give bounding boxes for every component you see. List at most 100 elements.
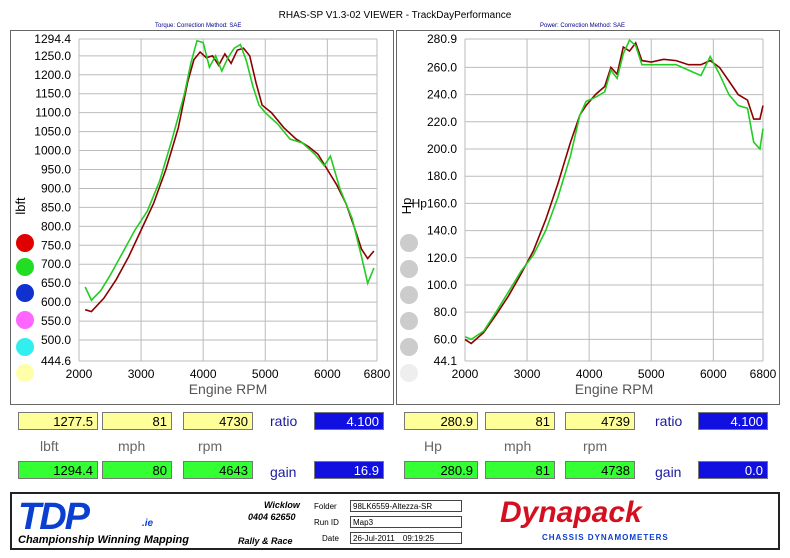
y-tick-label: 1200.0 — [34, 68, 71, 82]
left-rpm-readout: 4730 — [183, 412, 253, 430]
dynapack-logo: Dynapack — [500, 496, 642, 529]
y-axis-label: Hp — [399, 198, 414, 215]
y-tick-label: 120.0 — [427, 251, 457, 265]
y-tick-label: 80.0 — [434, 305, 458, 319]
x-axis-label: Engine RPM — [575, 381, 654, 397]
y-tick-label: 180.0 — [427, 169, 457, 183]
y-tick-label: 750.0 — [41, 238, 71, 252]
legend-dot-left-2[interactable] — [16, 284, 34, 302]
y-tick-label: 1150.0 — [35, 87, 71, 101]
power-chart-frame: 2000 3000 4000 5000 6000 6800 280.9 260.0 240.0 2… — [396, 30, 780, 405]
y-tick-label: 140.0 — [427, 224, 457, 238]
runid-label: Run ID — [314, 518, 339, 527]
y-tick-label: 260.0 — [427, 60, 457, 74]
legend-dot-left-1[interactable] — [16, 258, 34, 276]
left-torque-readout: 1277.5 — [18, 412, 98, 430]
time-value: 09:19:25 — [402, 534, 435, 543]
torque-subtitle: Torque: Correction Method: SAE — [155, 23, 242, 29]
tagline: Championship Winning Mapping — [18, 534, 189, 546]
legend-dot-right-1[interactable] — [400, 260, 418, 278]
tdp-logo: TDP — [18, 496, 90, 538]
right-hp-readout: 280.9 — [404, 412, 478, 430]
y-tick-label: 950.0 — [41, 162, 71, 176]
power-chart: 2000 3000 4000 5000 6000 6800 280.9 260.0 240.0 2… — [399, 32, 777, 397]
right-gain-value[interactable]: 0.0 — [698, 461, 768, 479]
y-tick-label: 220.0 — [427, 115, 457, 129]
x-tick-label: 5000 — [252, 367, 279, 381]
x-tick-label: 6000 — [700, 367, 727, 381]
right-hp-label: Hp — [424, 438, 442, 454]
y-tick-label: 1050.0 — [34, 125, 71, 139]
right-peak-hp: 280.9 — [404, 461, 478, 479]
y-tick-label: Hp160.0 — [412, 196, 458, 210]
y-tick-label: 1000.0 — [34, 144, 71, 158]
left-mph-readout: 81 — [102, 412, 172, 430]
x-axis-label: Engine RPM — [189, 381, 268, 397]
y-tick-label: 850.0 — [41, 200, 71, 214]
footer-banner: TDP .ie Championship Winning Mapping Wic… — [10, 492, 780, 550]
x-tick-label: 6800 — [750, 367, 777, 381]
left-peak-rpm: 4643 — [183, 461, 253, 479]
tdp-logo-suffix: .ie — [142, 518, 154, 529]
x-tick-label: 3000 — [514, 367, 541, 381]
series-line-0 — [464, 41, 764, 345]
series-line-0 — [84, 47, 375, 313]
right-ratio-value[interactable]: 4.100 — [698, 412, 768, 430]
legend-dot-left-3[interactable] — [16, 311, 34, 329]
date-value: 26-Jul-2011 — [353, 534, 395, 543]
x-tick-label: 6800 — [364, 367, 391, 381]
right-mph-label: mph — [504, 438, 532, 454]
right-ratio-label: ratio — [655, 413, 683, 429]
phone: 0404 62650 — [248, 512, 296, 522]
right-rpm-label: rpm — [583, 438, 608, 454]
power-subtitle: Power: Correction Method: SAE — [540, 23, 626, 29]
series-line-1 — [464, 38, 764, 341]
right-gain-label: gain — [655, 464, 682, 480]
y-tick-label: 444.6 — [41, 354, 71, 368]
series-line-1 — [84, 39, 375, 302]
left-mph-label: mph — [118, 438, 146, 454]
y-tick-label: 100.0 — [427, 278, 457, 292]
y-tick-label: 44.1 — [434, 354, 458, 368]
left-lbft-label: lbft — [40, 438, 59, 454]
left-ratio-value[interactable]: 4.100 — [314, 412, 384, 430]
legend-dot-right-5[interactable] — [400, 364, 418, 382]
y-tick-label: 1250.0 — [34, 49, 71, 63]
legend-dot-right-0[interactable] — [400, 234, 418, 252]
torque-chart-frame: 2000 3000 4000 5000 6000 6800 1294.4 1250.0 1200… — [10, 30, 394, 405]
x-tick-label: 5000 — [638, 367, 665, 381]
right-peak-rpm: 4738 — [565, 461, 635, 479]
right-mph-readout: 81 — [485, 412, 555, 430]
x-tick-label: 2000 — [452, 367, 479, 381]
folder-field[interactable]: 98LK6559-Altezza-SR — [350, 500, 462, 512]
x-tick-label: 3000 — [128, 367, 155, 381]
legend-dot-right-4[interactable] — [400, 338, 418, 356]
folder-label: Folder — [314, 502, 337, 511]
left-gain-label: gain — [270, 464, 297, 480]
y-tick-label: 240.0 — [427, 88, 457, 102]
location: Wicklow — [264, 500, 300, 510]
runid-field[interactable]: Map3 — [350, 516, 462, 528]
legend-dot-right-2[interactable] — [400, 286, 418, 304]
window-title: RHAS-SP V1.3-02 VIEWER - TrackDayPerform… — [278, 10, 512, 21]
right-peak-mph: 81 — [485, 461, 555, 479]
torque-chart: 2000 3000 4000 5000 6000 6800 1294.4 1250.0 1200… — [13, 32, 391, 397]
y-tick-label: 200.0 — [427, 142, 457, 156]
legend-dot-left-0[interactable] — [16, 234, 34, 252]
date-field[interactable]: 26-Jul-2011 09:19:25 — [350, 532, 462, 544]
y-tick-label: 700.0 — [41, 257, 71, 271]
left-peak-torque: 1294.4 — [18, 461, 98, 479]
x-tick-label: 4000 — [576, 367, 603, 381]
y-tick-label: 500.0 — [41, 333, 71, 347]
left-gain-value[interactable]: 16.9 — [314, 461, 384, 479]
legend-dot-right-3[interactable] — [400, 312, 418, 330]
rally-race: Rally & Race — [238, 536, 293, 546]
legend-dot-left-5[interactable] — [16, 364, 34, 382]
dynapack-subtitle: CHASSIS DYNAMOMETERS — [542, 533, 669, 542]
x-tick-label: 6000 — [314, 367, 341, 381]
y-tick-label: 60.0 — [434, 332, 458, 346]
y-tick-label: 800.0 — [41, 219, 71, 233]
x-tick-label: 2000 — [66, 367, 93, 381]
legend-dot-left-4[interactable] — [16, 338, 34, 356]
y-tick-label: 1100.0 — [35, 106, 71, 120]
